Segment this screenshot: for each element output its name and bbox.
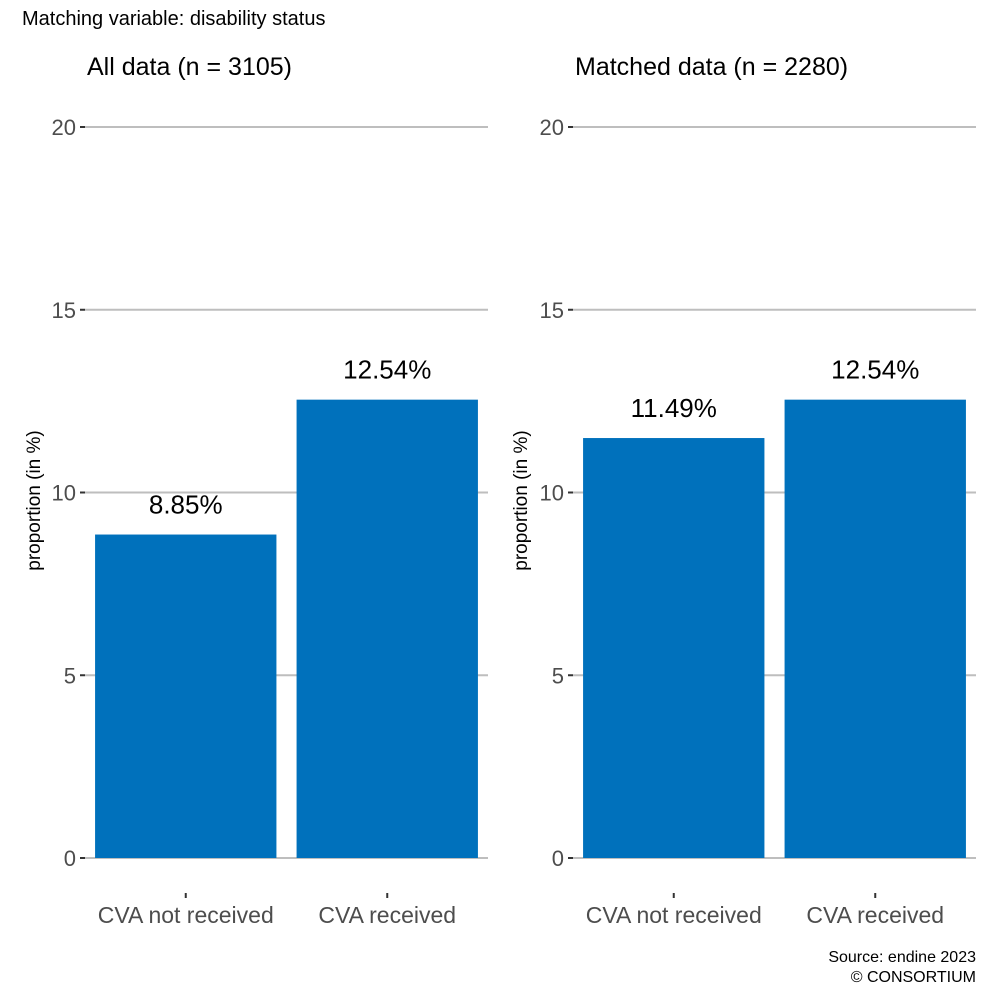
panel-1-value-label-1: 8.85% bbox=[149, 490, 223, 520]
panel-2-category-label-1: CVA not received bbox=[586, 902, 762, 928]
panel-2-ylabel: proportion (in %) bbox=[511, 430, 532, 570]
panel-2-ytick-label: 5 bbox=[552, 663, 564, 688]
footer: Source: endine 2023 © CONSORTIUM bbox=[828, 948, 976, 988]
panel-2-category-label-2: CVA received bbox=[806, 902, 944, 928]
panel-1-ytick-label: 5 bbox=[64, 663, 76, 688]
panel-2-ytick-label: 20 bbox=[540, 115, 564, 140]
panel-1-bar-2 bbox=[296, 399, 478, 858]
panel-1-ytick-label: 10 bbox=[52, 481, 76, 506]
panel-1-bar-1 bbox=[95, 534, 277, 858]
panel-2-bar-2 bbox=[784, 399, 966, 858]
panel-1-ytick-label: 15 bbox=[52, 298, 76, 323]
panel-1-category-label-1: CVA not received bbox=[98, 902, 274, 928]
panel-1-ytick-label: 20 bbox=[52, 115, 76, 140]
panel-2-ytick-label: 10 bbox=[540, 481, 564, 506]
source-note: Source: endine 2023 bbox=[828, 949, 976, 966]
panel-1-title: All data (n = 3105) bbox=[87, 53, 292, 81]
panel-2-bar-1 bbox=[583, 438, 765, 858]
panel-2-title: Matched data (n = 2280) bbox=[575, 53, 848, 81]
panel-1-ylabel: proportion (in %) bbox=[24, 430, 45, 570]
panel-1-category-label-2: CVA received bbox=[318, 902, 456, 928]
panel-1-ytick-label: 0 bbox=[64, 846, 76, 871]
panel-2-ytick-label: 0 bbox=[552, 846, 564, 871]
copyright-note: © CONSORTIUM bbox=[850, 969, 976, 986]
figure-title: Matching variable: disability status bbox=[22, 8, 326, 30]
panel-2-value-label-2: 12.54% bbox=[831, 355, 919, 385]
panel-2-value-label-1: 11.49% bbox=[631, 393, 717, 423]
panel-2-ytick-label: 15 bbox=[540, 298, 564, 323]
panel-1-value-label-2: 12.54% bbox=[343, 355, 431, 385]
